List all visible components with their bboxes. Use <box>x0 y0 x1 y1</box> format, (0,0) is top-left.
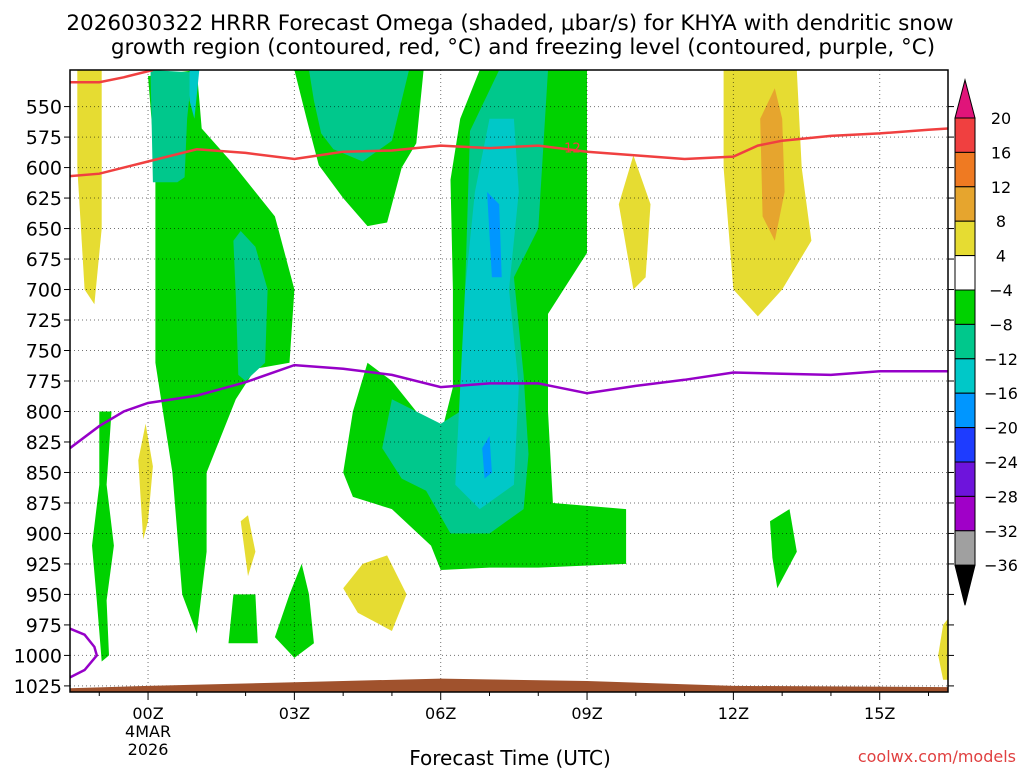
x-tick-label-12Z: 12Z <box>718 704 749 723</box>
x-tick-label-03Z: 03Z <box>279 704 310 723</box>
omega-region-teal-3 <box>233 231 268 381</box>
y-tick-label-975: 975 <box>26 615 62 637</box>
omega-region-yellow-19 <box>618 155 651 290</box>
colorbar-label-8: −16 <box>984 384 1018 403</box>
y-tick-label-950: 950 <box>26 584 62 606</box>
y-tick-label-925: 925 <box>26 554 62 576</box>
chart-title-line1: 2026030322 HRRR Forecast Omega (shaded, … <box>66 11 953 36</box>
colorbar-swatch-2 <box>954 186 976 222</box>
y-tick-label-700: 700 <box>26 280 62 302</box>
omega-region-cyan-4 <box>189 70 200 119</box>
omega-region-orange-21 <box>760 88 785 241</box>
colorbar-swatch-11 <box>954 495 976 532</box>
colorbar-label-5: −4 <box>989 281 1013 300</box>
omega-region-blue-10 <box>487 192 502 278</box>
y-tick-label-800: 800 <box>26 401 62 423</box>
x-tick-label-09Z: 09Z <box>571 704 602 723</box>
colorbar-label-0: 20 <box>991 109 1011 128</box>
colorbar-label-1: 16 <box>991 143 1011 162</box>
omega-region-yellow-16 <box>138 423 153 540</box>
x-tick-label-06Z: 06Z <box>425 704 456 723</box>
colorbar-label-3: 8 <box>996 212 1006 231</box>
x-axis-label: Forecast Time (UTC) <box>409 746 611 768</box>
omega-region-yellow-15 <box>77 70 102 305</box>
y-tick-label-1000: 1000 <box>14 645 62 667</box>
colorbar-label-6: −8 <box>989 315 1013 334</box>
omega-region-teal-6 <box>309 70 409 162</box>
y-tick-label-750: 750 <box>26 341 62 363</box>
y-tick-label-625: 625 <box>26 188 62 210</box>
colorbar-label-12: −32 <box>984 522 1018 541</box>
omega-region-yellow-18 <box>343 555 407 631</box>
dgz-contour-label: −12 <box>553 141 580 156</box>
omega-region-green-1 <box>148 70 295 634</box>
y-tick-label-775: 775 <box>26 371 62 393</box>
plot-area: −12 550 575 600 625 650 675 700 725 750 775 800 825 8… <box>14 69 1018 759</box>
dgz-contour-line <box>70 127 948 178</box>
y-tick-label-650: 650 <box>26 219 62 241</box>
colorbar-label-9: −20 <box>984 419 1018 438</box>
colorbar-label-10: −24 <box>984 453 1018 472</box>
colorbar-swatch-12 <box>954 530 976 566</box>
omega-region-green-0 <box>92 411 114 662</box>
omega-region-yellow-22 <box>938 618 948 680</box>
colorbar-swatch-9 <box>954 427 976 463</box>
colorbar-swatch-10 <box>954 461 976 497</box>
omega-region-green-14 <box>770 509 797 589</box>
plot-content: −12 <box>70 70 948 692</box>
colorbar-swatch-6 <box>954 323 976 360</box>
y-tick-label-675: 675 <box>26 249 62 271</box>
colorbar-label-2: 12 <box>991 178 1011 197</box>
y-tick-label-875: 875 <box>26 493 62 515</box>
freezing-level-line <box>70 363 948 450</box>
colorbar-swatch-4 <box>954 255 976 291</box>
colorbar-swatch-1 <box>954 151 976 188</box>
colorbar-label-7: −12 <box>984 350 1018 369</box>
colorbar-label-13: −36 <box>984 556 1018 575</box>
credit-text: coolwx.com/models <box>858 747 1016 766</box>
y-tick-label-900: 900 <box>26 523 62 545</box>
y-tick-label-850: 850 <box>26 462 62 484</box>
x-date-label-day: 4MAR <box>125 722 171 741</box>
dgz-top-contour-line <box>70 70 154 84</box>
y-tick-label-600: 600 <box>26 158 62 180</box>
colorbar-swatch-5 <box>954 289 976 325</box>
colorbar-swatch-8 <box>954 392 976 429</box>
y-tick-label-1025: 1025 <box>14 676 62 698</box>
y-tick-label-575: 575 <box>26 127 62 149</box>
ground-terrain <box>70 678 948 692</box>
colorbar-swatch-7 <box>954 358 976 394</box>
chart-title-line2: growth region (contoured, red, °C) and f… <box>111 35 935 60</box>
colorbar-under-triangle <box>954 564 976 606</box>
y-tick-label-550: 550 <box>26 97 62 119</box>
y-tick-label-725: 725 <box>26 310 62 332</box>
colorbar-swatch-0 <box>954 117 976 153</box>
colorbar: 20 16 12 8 4 −4 −8 −12 −16 −20 −24 −28 −32 −36 <box>954 78 1018 606</box>
omega-region-green-12 <box>228 594 258 644</box>
y-tick-label-825: 825 <box>26 432 62 454</box>
freezing-level-lower-line <box>70 627 99 679</box>
colorbar-over-triangle <box>954 78 976 119</box>
x-tick-label-00Z: 00Z <box>132 704 163 723</box>
colorbar-label-11: −28 <box>984 487 1018 506</box>
x-date-label-year: 2026 <box>128 740 169 759</box>
omega-region-yellow-17 <box>240 515 256 577</box>
omega-region-blue-11 <box>482 435 492 479</box>
colorbar-label-4: 4 <box>996 247 1006 266</box>
x-tick-label-15Z: 15Z <box>864 704 895 723</box>
colorbar-swatch-3 <box>954 220 976 257</box>
